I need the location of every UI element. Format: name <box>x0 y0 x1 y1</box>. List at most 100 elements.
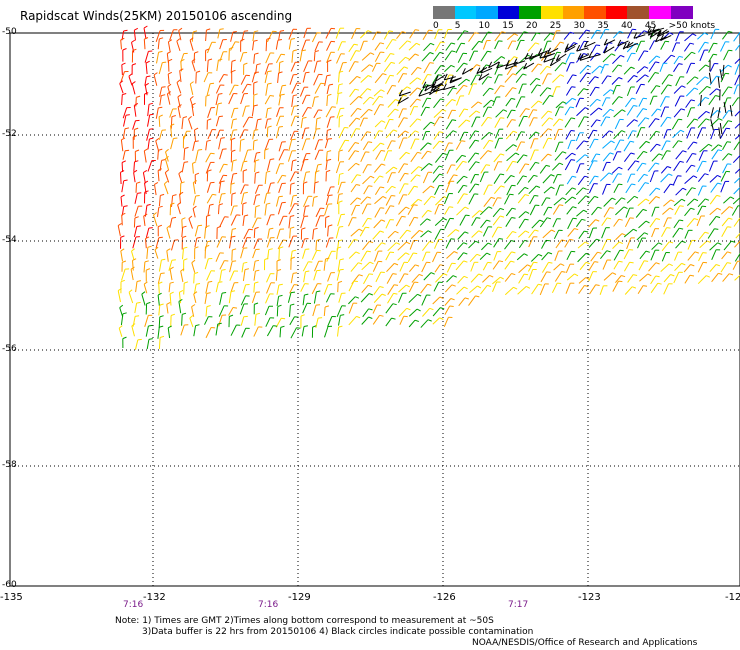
wind-barb-flag <box>487 31 493 34</box>
wind-barb-flag <box>611 197 616 201</box>
wind-barb-flag <box>191 304 196 308</box>
wind-barb-flag <box>146 301 151 305</box>
wind-barb <box>228 307 234 316</box>
wind-barb <box>639 273 649 282</box>
wind-barb <box>264 139 270 151</box>
wind-barb-flag <box>514 33 519 37</box>
wind-barb <box>278 94 282 106</box>
wind-barb-flag <box>429 241 434 244</box>
wind-barb-flag <box>406 229 411 232</box>
wind-barb <box>303 195 309 208</box>
contaminated-barb-flag <box>588 51 593 58</box>
wind-barb <box>219 39 224 50</box>
wind-barb <box>350 128 357 138</box>
wind-barb-flag <box>278 294 283 297</box>
contaminated-barb-flag <box>633 32 638 39</box>
wind-barb <box>626 195 635 204</box>
wind-barb <box>360 293 370 303</box>
wind-barb <box>707 228 715 239</box>
wind-barb <box>684 175 694 184</box>
wind-barb-flag <box>134 160 139 163</box>
wind-barb-flag <box>477 285 482 289</box>
wind-barb-flag <box>511 273 516 276</box>
wind-barb <box>207 205 211 216</box>
wind-barb-flag <box>487 50 492 53</box>
wind-barb <box>697 198 706 208</box>
wind-barb <box>407 186 415 196</box>
wind-barb <box>491 226 499 238</box>
wind-barb-flag <box>522 73 527 76</box>
wind-barb <box>312 128 317 140</box>
wind-barb <box>408 217 415 227</box>
wind-barb <box>373 104 381 116</box>
wind-barb-flag <box>392 303 397 306</box>
wind-barb <box>337 327 340 337</box>
wind-barb-flag <box>358 228 363 232</box>
wind-barb <box>470 174 476 184</box>
wind-barb-flag <box>634 195 639 199</box>
wind-barbs <box>117 25 740 350</box>
wind-barb <box>120 196 123 207</box>
wind-barb-flag <box>404 130 409 134</box>
wind-barb <box>177 204 181 215</box>
wind-barb-flag <box>231 235 236 238</box>
wind-barb-flag <box>168 58 173 62</box>
wind-barb <box>516 175 524 185</box>
wind-barb <box>435 196 445 206</box>
wind-barb <box>445 238 452 249</box>
wind-barb <box>626 119 635 128</box>
wind-barb <box>675 76 681 87</box>
wind-barb <box>179 194 181 204</box>
wind-barb-flag <box>647 273 652 277</box>
wind-barb-flag <box>273 325 278 327</box>
wind-barb <box>398 183 405 194</box>
wind-barb-flag <box>125 149 130 152</box>
wind-barb <box>588 271 594 282</box>
wind-barb <box>564 239 571 248</box>
wind-barb-flag <box>193 291 198 295</box>
wind-barb <box>241 328 247 338</box>
wind-barb-flag <box>143 169 148 173</box>
wind-barb-flag <box>704 96 710 100</box>
wind-barb <box>302 294 305 306</box>
wind-barb-flag <box>548 252 553 255</box>
wind-barb <box>158 305 161 316</box>
wind-barb-flag <box>428 29 433 32</box>
wind-barb <box>518 187 526 195</box>
wind-barb <box>167 41 171 52</box>
contaminated-barb-flag <box>537 48 542 55</box>
wind-barb-flag <box>324 305 330 308</box>
wind-barb-flag <box>499 276 504 280</box>
wind-barb-flag <box>356 197 361 200</box>
wind-barb <box>350 108 358 117</box>
wind-barb <box>130 269 134 281</box>
wind-barb <box>660 116 668 127</box>
wind-barb <box>493 173 501 184</box>
wind-barb <box>362 241 370 251</box>
wind-barb <box>734 64 740 75</box>
wind-barb-flag <box>254 129 259 131</box>
wind-barb <box>372 315 381 325</box>
longitude-label: -123 <box>578 592 601 603</box>
wind-barb <box>445 181 451 193</box>
wind-barb <box>327 226 329 237</box>
wind-barb-flag <box>501 31 506 34</box>
wind-barb <box>373 89 382 97</box>
wind-barb-flag <box>389 74 394 77</box>
wind-barb-flag <box>499 238 504 240</box>
wind-barb-flag <box>593 129 598 132</box>
wind-barb-flag <box>419 229 424 233</box>
wind-barb <box>529 195 535 205</box>
wind-barb-flag <box>264 148 269 151</box>
contaminated-barb-flag <box>529 53 533 60</box>
contaminated-barb-flag <box>549 59 554 67</box>
wind-barb-flag <box>427 209 432 213</box>
wind-barb <box>734 240 740 248</box>
contaminated-barb <box>718 127 721 139</box>
wind-barb <box>623 152 632 162</box>
wind-barb-flag <box>307 107 312 109</box>
wind-barb <box>456 175 465 184</box>
wind-barb <box>648 162 656 173</box>
wind-barb-flag <box>499 215 505 218</box>
wind-barb-flag <box>267 125 272 128</box>
